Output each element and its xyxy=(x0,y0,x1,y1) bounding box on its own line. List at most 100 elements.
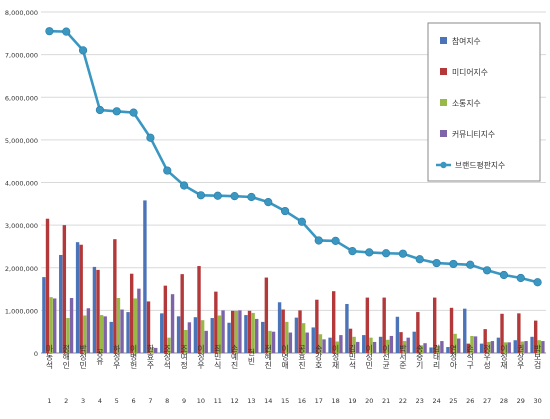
x-category-label: 박보검 xyxy=(533,343,542,369)
bar-참여지수-14 xyxy=(261,321,265,353)
y-tick-label: 8,000,000 xyxy=(5,9,38,17)
bar-미디어지수-29 xyxy=(517,313,521,353)
line-point-15 xyxy=(280,206,290,216)
x-index-label: 25 xyxy=(449,397,457,405)
y-tick-label: 7,000,000 xyxy=(5,52,38,60)
bar-미디어지수-26 xyxy=(466,343,471,353)
bar-소통지수-23 xyxy=(419,345,424,353)
bar-소통지수-28 xyxy=(503,342,508,353)
bar-커뮤니티지수-8 xyxy=(170,294,175,353)
bar-커뮤니티지수-11 xyxy=(221,310,225,353)
bar-커뮤니티지수-26 xyxy=(473,336,478,353)
x-category-label: 공효진 xyxy=(297,344,306,369)
x-category-label: 이정재 xyxy=(331,343,340,370)
x-category-label: 박정민 xyxy=(79,343,88,369)
bar-참여지수-24 xyxy=(429,347,433,353)
line-point-16 xyxy=(297,217,307,226)
x-category-label: 이성민 xyxy=(365,343,374,369)
bar-참여지수-23 xyxy=(412,331,416,353)
bar-참여지수-27 xyxy=(479,343,484,353)
bar-소통지수-30 xyxy=(537,340,541,353)
x-category-label: 현빈 xyxy=(247,349,256,366)
bar-커뮤니티지수-1 xyxy=(53,298,57,353)
x-index-label: 8 xyxy=(165,397,169,405)
x-category-label: 이영애 xyxy=(281,343,290,370)
x-category-label: 정우성 xyxy=(483,343,492,369)
line-point-27 xyxy=(482,266,492,275)
bar-미디어지수-16 xyxy=(298,310,302,353)
line-point-5 xyxy=(112,107,121,116)
bar-미디어지수-19 xyxy=(348,328,353,353)
bar-소통지수-21 xyxy=(386,339,390,353)
bar-미디어지수-1 xyxy=(45,218,50,353)
bar-소통지수-10 xyxy=(200,320,205,353)
bar-소통지수-26 xyxy=(470,335,474,353)
bar-참여지수-19 xyxy=(345,303,349,353)
y-tick-label: 0 xyxy=(34,350,38,358)
line-point-21 xyxy=(381,249,391,258)
line-point-8 xyxy=(163,166,172,175)
x-index-label: 14 xyxy=(264,397,272,405)
x-category-label: 마동석 xyxy=(45,344,54,370)
x-index-label: 16 xyxy=(298,397,306,405)
bar-참여지수-18 xyxy=(328,337,332,353)
bar-참여지수-15 xyxy=(277,302,282,353)
x-category-label: 이정재 xyxy=(499,343,508,370)
x-category-label: 손예진 xyxy=(230,344,239,369)
legend-swatch xyxy=(440,68,447,75)
bar-참여지수-7 xyxy=(143,200,147,353)
bar-소통지수-19 xyxy=(352,336,356,353)
y-tick-label: 2,000,000 xyxy=(5,265,38,273)
bar-미디어지수-2 xyxy=(62,225,67,353)
bar-소통지수-1 xyxy=(49,297,53,353)
bar-참여지수-9 xyxy=(176,316,181,353)
bar-참여지수-6 xyxy=(126,312,130,353)
x-index-label: 30 xyxy=(533,397,541,405)
bar-소통지수-16 xyxy=(301,323,306,353)
bar-커뮤니티지수-4 xyxy=(103,316,107,353)
x-category-label: 염정아 xyxy=(449,344,458,370)
bar-참여지수-13 xyxy=(244,315,248,353)
bar-미디어지수-28 xyxy=(500,313,504,353)
x-index-label: 7 xyxy=(148,397,152,405)
x-category-label: 전혜진 xyxy=(264,343,273,369)
x-index-label: 22 xyxy=(399,397,407,405)
bar-미디어지수-3 xyxy=(79,244,83,353)
bar-참여지수-8 xyxy=(160,313,164,353)
x-category-label: 권상우 xyxy=(516,344,525,370)
bar-참여지수-30 xyxy=(530,336,534,353)
x-category-label: 조여정 xyxy=(180,345,189,370)
bar-참여지수-16 xyxy=(294,317,299,353)
x-category-label: 이선균 xyxy=(382,343,391,369)
bar-미디어지수-18 xyxy=(331,291,336,353)
bar-커뮤니티지수-18 xyxy=(339,335,343,353)
bar-참여지수-17 xyxy=(311,327,315,353)
bar-미디어지수-5 xyxy=(113,239,117,353)
line-point-17 xyxy=(314,236,323,245)
bar-미디어지수-17 xyxy=(315,299,319,353)
bar-커뮤니티지수-16 xyxy=(305,332,309,353)
bar-참여지수-22 xyxy=(395,316,400,353)
bar-커뮤니티지수-2 xyxy=(69,298,74,353)
bar-참여지수-26 xyxy=(463,308,467,353)
bar-커뮤니티지수-10 xyxy=(204,330,208,353)
legend-label: 미디어지수 xyxy=(452,67,488,77)
line-point-30 xyxy=(533,278,542,287)
x-category-label: 박서준 xyxy=(398,343,407,369)
x-index-label: 21 xyxy=(382,397,390,405)
bar-소통지수-12 xyxy=(234,310,238,353)
bar-소통지수-7 xyxy=(150,347,154,353)
line-point-13 xyxy=(247,192,256,202)
line-point-25 xyxy=(449,259,458,269)
x-category-label: 하정우 xyxy=(112,343,121,370)
bar-커뮤니티지수-6 xyxy=(137,288,141,353)
bar-소통지수-24 xyxy=(436,345,440,353)
bar-미디어지수-10 xyxy=(197,266,201,353)
x-category-label: 공유 xyxy=(95,349,104,366)
line-point-12 xyxy=(230,192,239,201)
x-category-label: 송중기 xyxy=(415,344,424,370)
bar-커뮤니티지수-14 xyxy=(271,331,276,353)
x-category-label: 김민석 xyxy=(348,343,357,370)
bar-소통지수-29 xyxy=(520,341,525,353)
bar-소통지수-9 xyxy=(184,329,188,353)
